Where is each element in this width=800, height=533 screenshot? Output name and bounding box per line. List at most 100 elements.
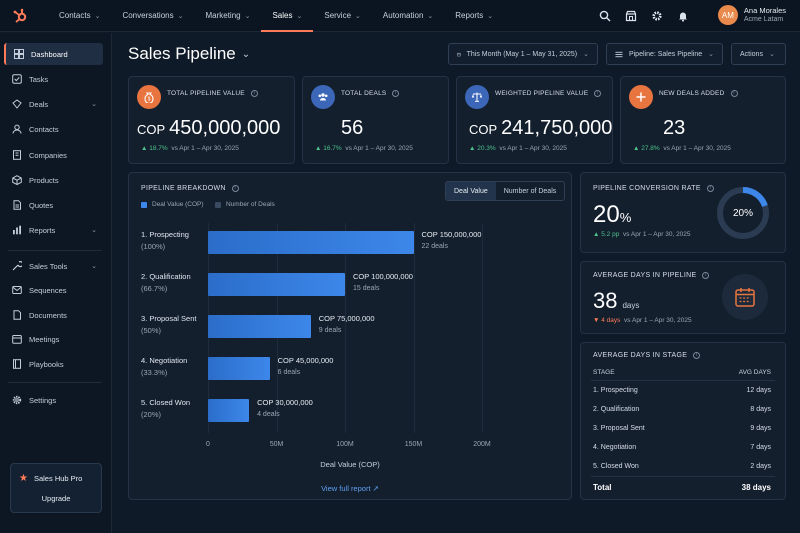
sidebar-item-dashboard[interactable]: Dashboard [4,43,103,65]
stage-name: 3. Proposal Sent [593,425,645,432]
x-gridline [413,223,415,433]
nav-contacts[interactable]: Contacts ⌄ [48,0,111,32]
sidebar-item-companies[interactable]: Companies [4,144,103,166]
avg-days-value: 38 days [593,288,639,314]
conversion-rate-card: PIPELINE CONVERSION RATE i 20% ▲ 5.2 pp v… [580,172,786,253]
sidebar-item-contacts[interactable]: Contacts [4,118,103,140]
info-icon[interactable]: i [730,90,738,97]
nav-label: Conversations [122,11,174,20]
pipeline-filter[interactable]: Pipeline: Sales Pipeline ⌄ [606,43,723,65]
nav-label: Service [324,11,352,20]
nav-label: Contacts [59,11,91,20]
marketplace-icon[interactable] [624,9,638,23]
sidebar-item-label: Companies [29,150,67,160]
nav-service[interactable]: Service ⌄ [313,0,372,32]
info-icon[interactable]: i [231,185,239,192]
date-range-filter[interactable]: This Month (May 1 – May 31, 2025) ⌄ [448,43,598,65]
table-row: 2. Qualification 8 days [593,406,771,413]
toggle-number-of-deals[interactable]: Number of Deals [503,187,557,195]
nav-reports[interactable]: Reports ⌄ [444,0,504,32]
bar-deals-label: 22 deals [421,243,448,250]
contacts-icon [12,124,22,134]
total-value: 38 days [741,483,771,492]
info-icon[interactable]: i [706,185,714,192]
reports-icon [13,225,21,235]
upgrade-button[interactable]: Upgrade [41,494,71,503]
stage-days: 2 days [750,463,771,470]
sidebar-item-documents[interactable]: Documents [4,304,103,326]
tasks-icon [12,74,22,84]
arrow-up-icon: ▲ [315,145,322,152]
gear-icon[interactable] [650,9,664,23]
chevron-down-icon: ⌄ [355,12,361,20]
view-full-report-link[interactable]: View full report ↗ [129,484,571,493]
bar-value-label: COP 45,000,000 [277,356,334,365]
user-menu[interactable]: AM Ana Morales Acme Latam [717,5,786,25]
stage-label-percent: (20%) [141,410,162,419]
actions-button[interactable]: Actions ⌄ [731,43,786,65]
table-total-row: Total 38 days [593,483,771,492]
quotes-icon [13,200,21,210]
sidebar-item-tasks[interactable]: Tasks [4,68,103,90]
pipeline-filter-label: Pipeline: Sales Pipeline [628,50,703,58]
sidebar-item-products[interactable]: Products [4,169,103,191]
sidebar-item-quotes[interactable]: Quotes [4,194,103,216]
bar-value-label: COP 100,000,000 [353,272,413,281]
hubspot-logo-icon[interactable] [0,0,40,32]
sidebar-item-label: Settings [29,395,57,405]
nav-conversations[interactable]: Conversations ⌄ [111,0,194,32]
sidebar-item-playbooks[interactable]: Playbooks [4,353,103,375]
sidebar-item-meetings[interactable]: Meetings [4,328,103,350]
stage-label-name: 4. Negotiation [141,356,188,365]
info-icon[interactable]: i [392,90,400,97]
sidebar-item-sequences[interactable]: Sequences [4,279,103,301]
sequences-icon [12,286,22,294]
bar-5[interactable] [208,399,250,422]
sidebar-item-settings[interactable]: Settings [4,389,103,411]
money-bag-icon: $ [137,85,161,109]
nav-automation[interactable]: Automation ⌄ [372,0,444,32]
chevron-down-icon: ⌄ [91,227,97,234]
chevron-down-icon: ⌄ [708,51,714,58]
companies-icon [13,150,21,160]
section-title: AVERAGE DAYS IN STAGE [593,352,688,359]
page-title: Sales Pipeline [128,44,236,63]
nav-sales[interactable]: Sales ⌄ [261,0,314,32]
sidebar-item-deals[interactable]: Deals ⌄ [4,93,103,115]
x-gridline [482,223,483,433]
calendar-icon [722,274,768,320]
arrow-up-icon: ▲ [469,145,476,152]
bar-3[interactable] [208,315,311,338]
search-icon[interactable] [598,9,612,23]
bar-1[interactable] [208,231,414,254]
toggle-deal-value[interactable]: Deal Value [446,182,496,200]
arrow-up-icon: ▲ [141,145,148,152]
sidebar-item-label: Contacts [29,124,59,134]
info-icon[interactable]: i [693,352,701,359]
sidebar-item-reports[interactable]: Reports ⌄ [4,219,103,241]
kpi-label: NEW DEALS ADDED [659,90,725,97]
info-icon[interactable]: i [250,90,258,97]
stage-label: 3. Proposal Sent (50%) [141,313,196,337]
bar-2[interactable] [208,273,345,296]
legend-label: Deal Value (COP) [152,201,204,208]
nav-label: Sales [272,11,293,20]
info-icon[interactable]: i [594,90,602,97]
nav-label: Reports [455,11,484,20]
sidebar-item-sales-tools[interactable]: Sales Tools ⌄ [4,255,103,277]
link-label: View full report [321,484,371,493]
info-icon[interactable]: i [702,272,710,279]
bar-deals-label: 6 deals [277,369,301,376]
x-axis-label: Deal Value (COP) [320,460,380,469]
page-title-dropdown[interactable]: Sales Pipeline ⌄ [128,44,250,64]
chevron-down-icon: ⌄ [296,12,303,20]
bell-icon[interactable] [676,9,690,23]
bar-value-label: COP 75,000,000 [318,314,375,323]
plan-card: ★ Sales Hub Pro Upgrade [10,463,102,513]
avg-days-unit: days [622,301,640,310]
stage-days: 9 days [750,425,771,432]
bar-4[interactable] [208,357,270,380]
stage-label-percent: (33.3%) [141,368,168,377]
nav-marketing[interactable]: Marketing ⌄ [194,0,261,32]
